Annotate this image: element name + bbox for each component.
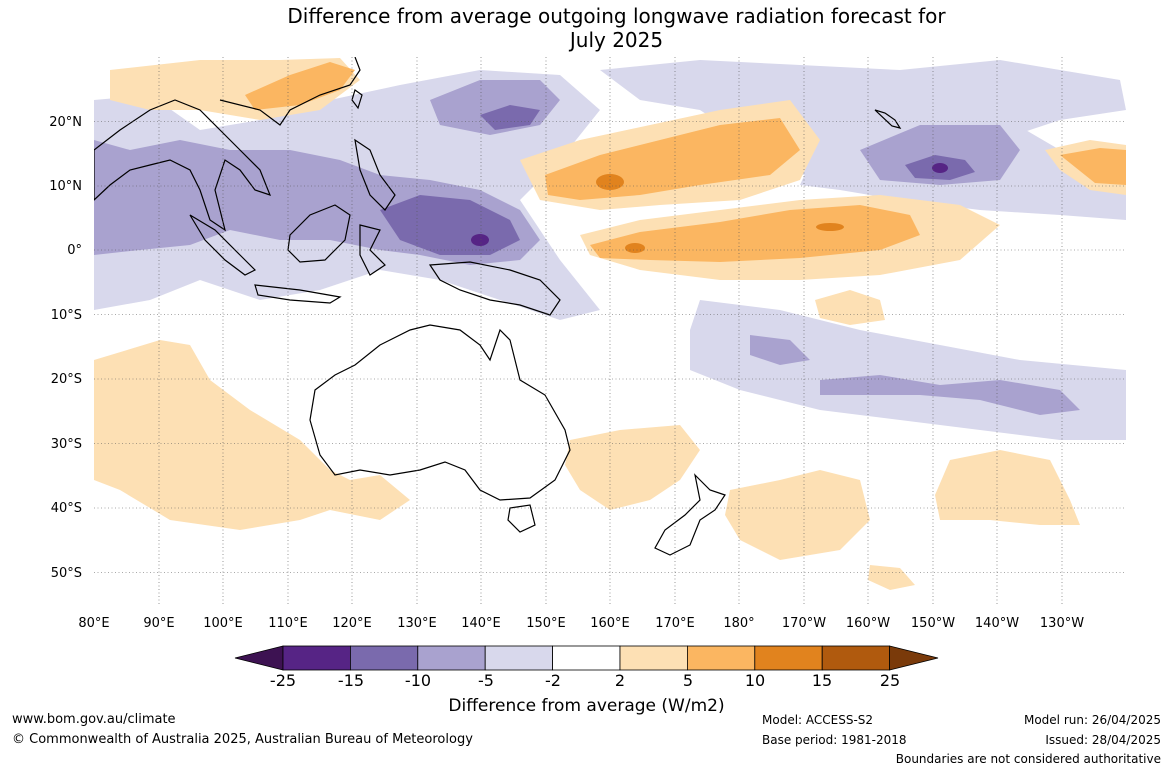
model-run-text: Model run: 26/04/2025 [1023, 713, 1161, 727]
anomaly-deep-orange-equatorial-1 [625, 243, 645, 253]
anomaly-mid-orange-indochina [245, 62, 355, 110]
philippines-outline [354, 138, 396, 211]
colorbar [234, 645, 939, 671]
colorbar-swatch [484, 645, 554, 671]
lon-label: 120°E [332, 616, 372, 631]
anomaly-light-orange-indian-ocean [94, 340, 410, 530]
anomaly-deep-purple-north [480, 105, 540, 130]
anomaly-light-orange-nz-east [725, 470, 870, 560]
lon-label: 160°E [590, 616, 630, 631]
anomaly-mid-purple-spcz [750, 335, 1080, 415]
lon-label: 140°E [461, 616, 501, 631]
anomaly-fields [94, 58, 1126, 590]
lon-label: 90°E [143, 616, 174, 631]
colorbar-swatch [417, 645, 486, 671]
copyright-text: © Commonwealth of Australia 2025, Austra… [12, 732, 473, 747]
colorbar-tick: -10 [404, 671, 432, 690]
colorbar-title: Difference from average (W/m2) [448, 696, 725, 716]
lat-label: 40°S [51, 501, 82, 516]
lon-label: 140°W [975, 616, 1019, 631]
anomaly-core-purple-east [932, 163, 948, 173]
graticule [94, 57, 1126, 605]
longitude-labels: 80°E 90°E 100°E 110°E 120°E 130°E 140°E … [78, 616, 1084, 631]
colorbar-extend-high [889, 645, 939, 671]
anomaly-light-orange-patch-2 [868, 565, 915, 590]
colorbar-swatch [821, 645, 891, 671]
colorbar-tick: 25 [879, 671, 901, 690]
anomaly-deep-orange-north-pacific [596, 174, 624, 190]
australia-outline [309, 324, 571, 501]
issued-text: Issued: 28/04/2025 [1045, 733, 1161, 747]
colorbar-swatch [349, 645, 419, 671]
title-line-1: Difference from average outgoing longwav… [287, 4, 946, 28]
anomaly-light-orange-patch-1 [815, 290, 885, 325]
sulawesi-outline [359, 224, 386, 276]
colorbar-swatch [619, 645, 688, 671]
chart-title: Difference from average outgoing longwav… [0, 4, 1173, 52]
lon-label: 150°W [911, 616, 955, 631]
lon-label: 150°E [526, 616, 566, 631]
lon-label: 110°E [268, 616, 308, 631]
lat-label: 20°S [51, 372, 82, 387]
colorbar-tick: -5 [478, 671, 494, 690]
lon-label: 100°E [203, 616, 243, 631]
lon-label: 170°W [782, 616, 826, 631]
lon-label: 130°W [1040, 616, 1084, 631]
new-zealand-outline [654, 473, 726, 556]
disclaimer-text: Boundaries are not considered authoritat… [895, 752, 1161, 766]
lon-label: 160°W [846, 616, 890, 631]
sumatra-outline [189, 214, 257, 276]
anomaly-light-orange-tasman [565, 425, 700, 510]
lon-label: 130°E [397, 616, 437, 631]
hawaii-outline [874, 109, 902, 129]
colorbar-tick: 15 [811, 671, 833, 690]
lat-label: 10°N [49, 179, 82, 194]
anomaly-mid-orange-east [1060, 148, 1126, 185]
asia-mainland-outline [94, 57, 361, 232]
lat-label: 20°N [49, 115, 82, 130]
model-text: Model: ACCESS-S2 [762, 713, 874, 727]
lat-label: 30°S [51, 437, 82, 452]
lon-label: 80°E [78, 616, 109, 631]
lon-label: 170°E [655, 616, 695, 631]
anomaly-light-purple-north [600, 60, 1126, 175]
colorbar-tick: 5 [682, 671, 694, 690]
latitude-labels: 20°N 10°N 0° 10°S 20°S 30°S 40°S 50°S [49, 115, 82, 581]
anomaly-mid-purple-east [860, 125, 1020, 185]
lat-label: 10°S [51, 308, 82, 323]
anomaly-core-purple-png [471, 234, 489, 246]
lat-label: 50°S [51, 566, 82, 581]
anomaly-mid-orange-equatorial [590, 205, 920, 262]
taiwan-outline [351, 89, 363, 110]
tasmania-outline [507, 504, 536, 533]
colorbar-tick: -15 [337, 671, 365, 690]
colorbar-swatch [552, 645, 621, 671]
borneo-outline [287, 204, 351, 263]
colorbar-swatch [754, 645, 823, 671]
colorbar-swatch [282, 645, 351, 671]
colorbar-tick: 2 [614, 671, 626, 690]
lat-label: 0° [67, 243, 82, 258]
title-line-2: July 2025 [569, 28, 664, 52]
colorbar-tick: -2 [545, 671, 561, 690]
website-link[interactable]: www.bom.gov.au/climate [12, 712, 176, 727]
colorbar-extend-low [234, 645, 284, 671]
java-outline [254, 284, 342, 304]
colorbar-tick: 10 [744, 671, 766, 690]
new-guinea-outline [428, 261, 561, 316]
anomaly-deep-orange-equatorial-2 [816, 223, 844, 231]
colorbar-swatch [687, 645, 756, 671]
land-outlines [94, 57, 902, 556]
base-period-text: Base period: 1981-2018 [762, 733, 907, 747]
lon-label: 180° [723, 616, 754, 631]
anomaly-light-orange-southeast [935, 450, 1080, 525]
anomaly-light-purple-spcz [690, 300, 1126, 440]
colorbar-tick: -25 [269, 671, 297, 690]
